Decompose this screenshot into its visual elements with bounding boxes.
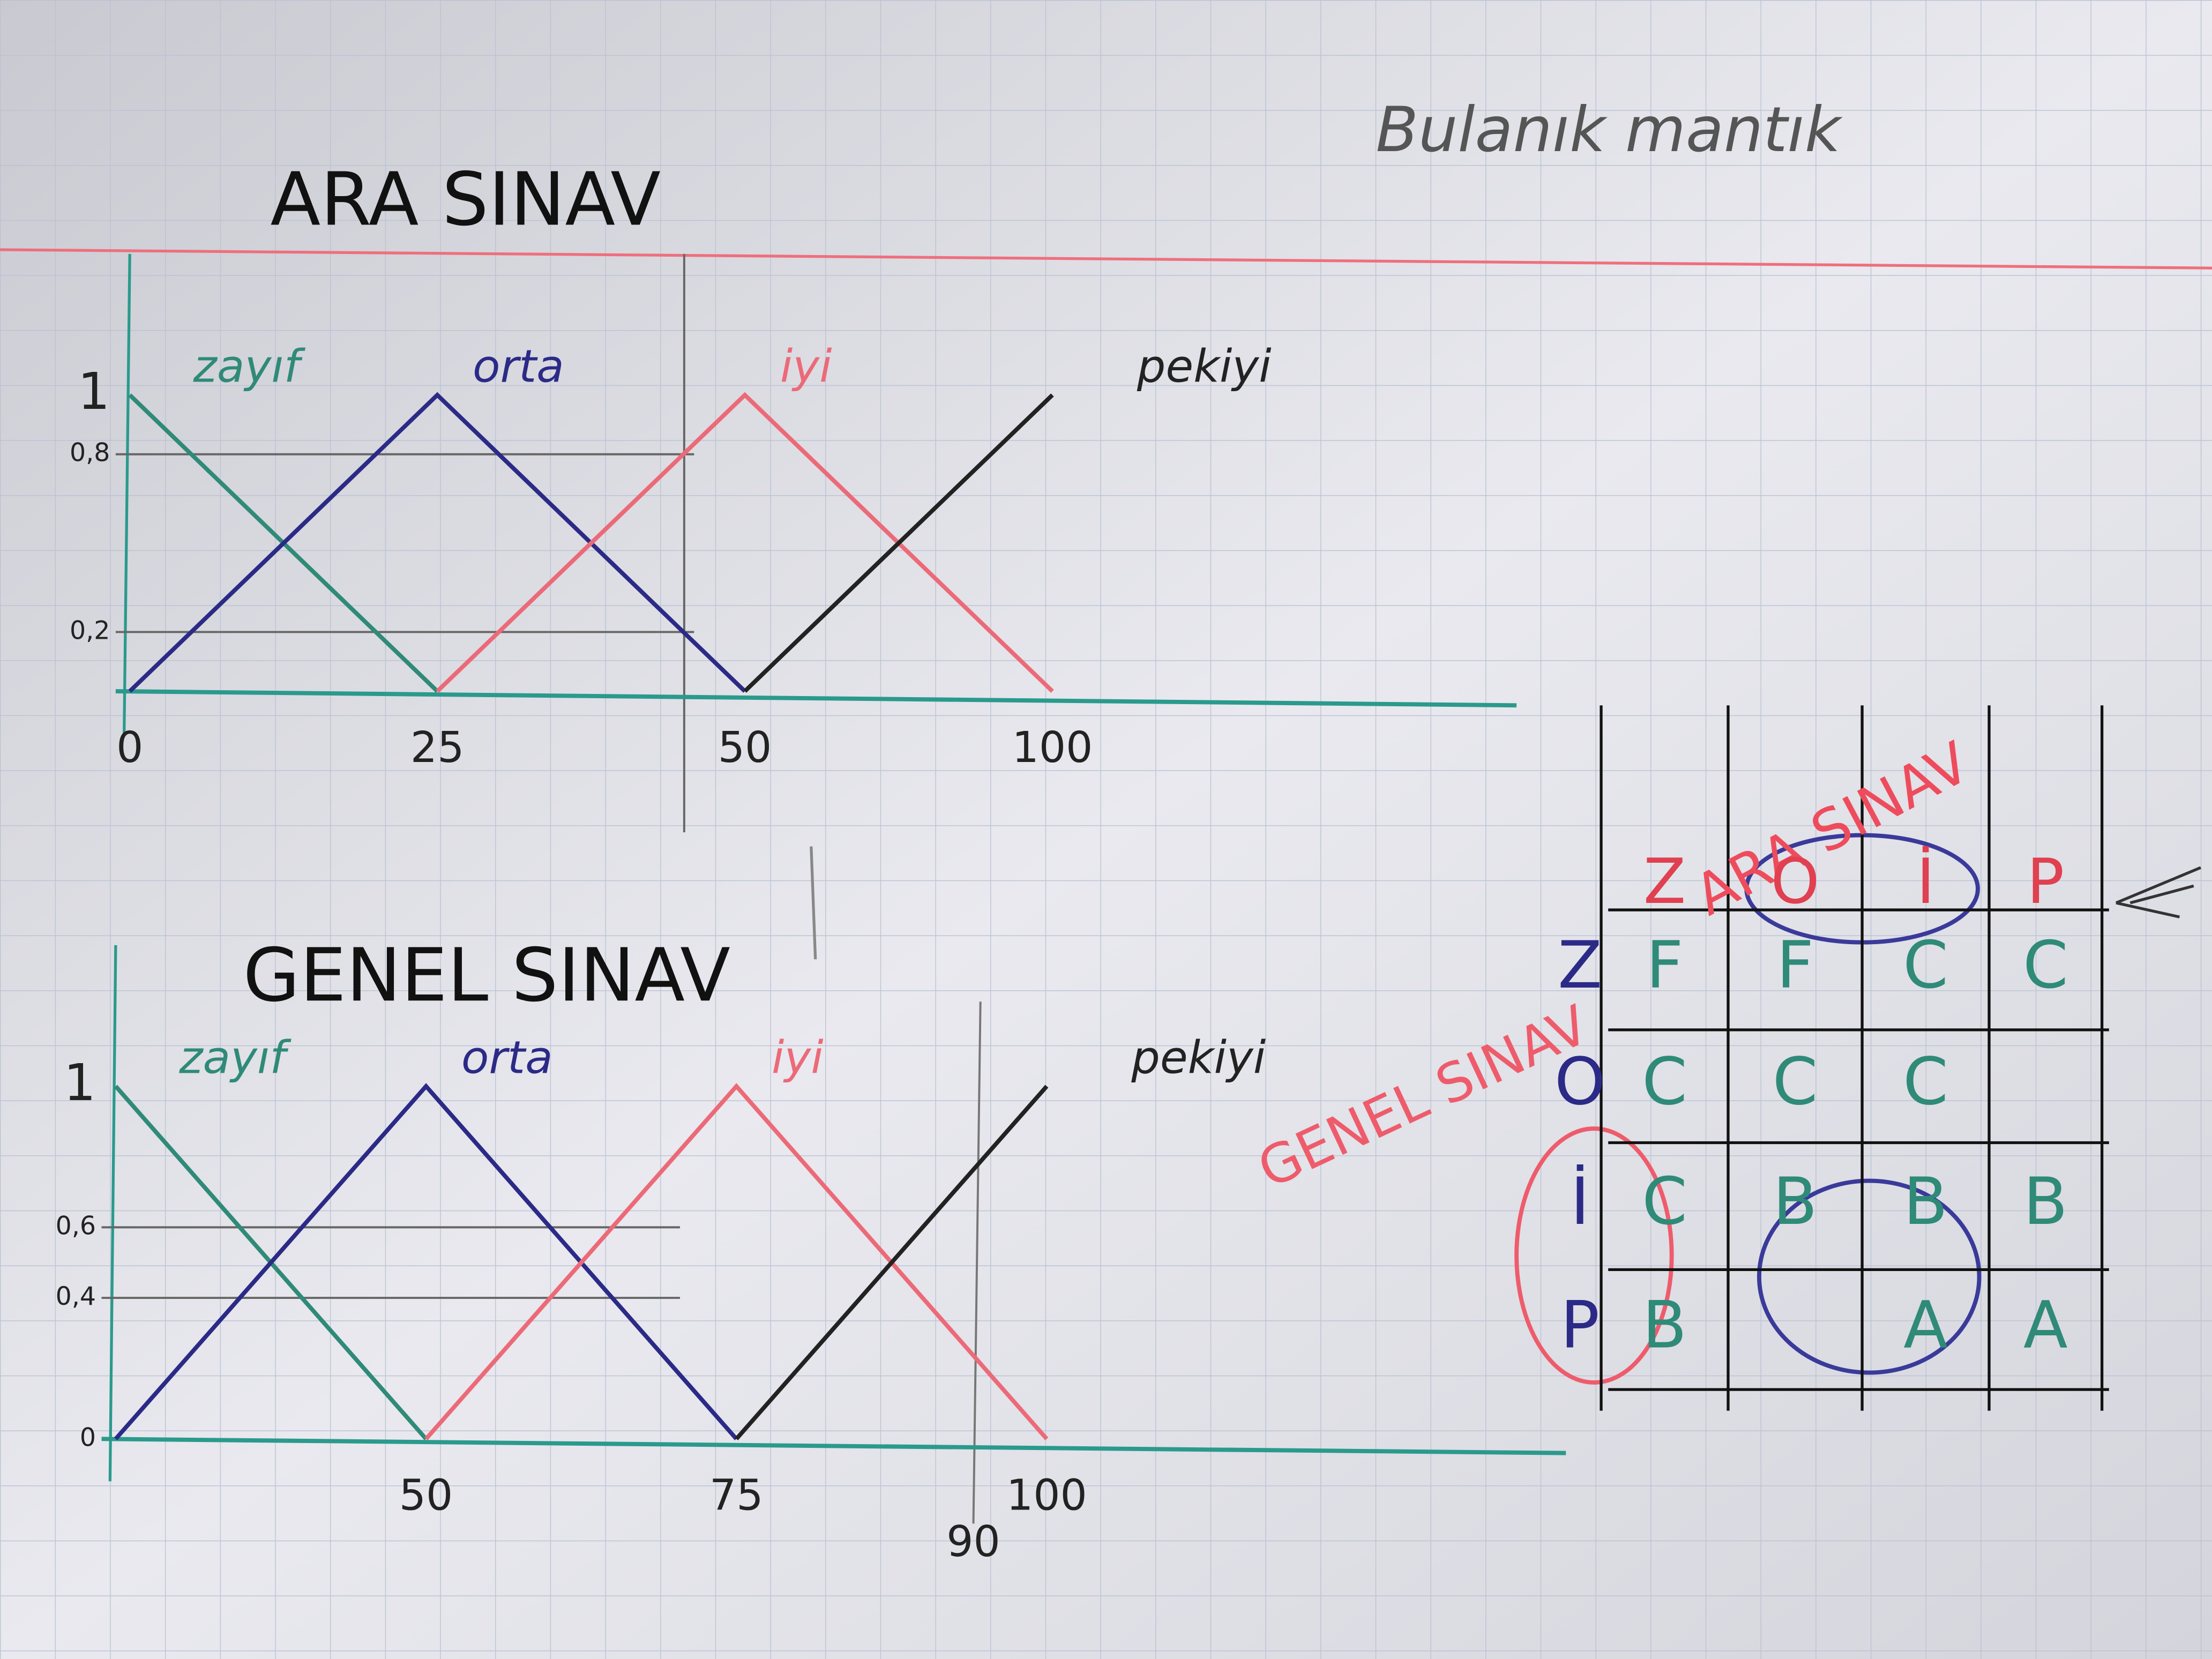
series-label: zayıf: [193, 340, 306, 393]
column-header: P: [2027, 846, 2064, 918]
table-cell: C: [1903, 928, 1948, 1003]
table-cell: B: [1903, 1164, 1948, 1239]
table-cell: C: [1773, 1044, 1818, 1119]
series-line: [128, 392, 746, 693]
x-tick-label: 75: [709, 1470, 764, 1520]
series-label: pekiyi: [1131, 1032, 1266, 1084]
y-tick-label: 0,2: [70, 616, 110, 645]
table-cell: C: [2023, 928, 2068, 1003]
margin-line: [0, 248, 2212, 270]
table-cell: A: [1903, 1287, 1948, 1363]
x-axis: [115, 689, 1517, 708]
x-tick-label: 50: [718, 723, 772, 772]
series-line: [436, 392, 1054, 693]
circle-mark: [1514, 1126, 1674, 1385]
y-tick-label: 0,8: [70, 438, 110, 468]
circle-mark: [1757, 1178, 1982, 1375]
table-cell: B: [1773, 1164, 1818, 1239]
row-header: Z: [1558, 928, 1602, 1003]
row-header: P: [1560, 1287, 1600, 1363]
series-line: [424, 1083, 1049, 1440]
pencil-line: [810, 846, 817, 960]
pencil-line: [972, 1002, 982, 1524]
series-line: [114, 1083, 738, 1440]
table-cell: C: [1642, 1044, 1687, 1119]
series-label: pekiyi: [1137, 340, 1272, 393]
y-tick-label: 1: [64, 1053, 96, 1112]
series-line: [743, 393, 1054, 693]
y-tick-label: 1: [78, 362, 110, 421]
series-line: [735, 1085, 1049, 1440]
table-cell: C: [1903, 1044, 1948, 1119]
x-tick-label: 100: [1006, 1470, 1087, 1520]
column-header: O: [1770, 846, 1819, 918]
y-tick-label: 0,4: [56, 1282, 96, 1311]
chart-title: GENEL SINAV: [243, 933, 730, 1018]
annotation: 90: [946, 1517, 1000, 1566]
series-label: iyi: [780, 340, 832, 393]
table-cell: B: [1642, 1287, 1687, 1363]
row-header: O: [1555, 1044, 1605, 1119]
table-cell: C: [1642, 1164, 1687, 1239]
series-label: zayıf: [178, 1032, 292, 1084]
page-title: Bulanık mantık: [1376, 94, 1843, 166]
table-cell: F: [1646, 928, 1684, 1003]
y-tick-label: 0,6: [56, 1211, 96, 1240]
y-axis: [123, 253, 131, 734]
x-tick-label: 25: [410, 723, 464, 772]
arrow: [2115, 866, 2201, 918]
y-tick-label: 0: [80, 1423, 96, 1452]
y-axis: [108, 945, 117, 1482]
table-cell: A: [2023, 1287, 2068, 1363]
x-tick-label: 100: [1012, 723, 1093, 772]
table-cell: F: [1776, 928, 1814, 1003]
chart-title: ARA SINAV: [271, 157, 661, 242]
column-header: Z: [1643, 846, 1686, 918]
row-header: İ: [1571, 1164, 1590, 1239]
x-axis: [101, 1437, 1566, 1455]
series-label: orta: [473, 340, 564, 393]
column-header: İ: [1916, 846, 1934, 918]
x-tick-label: 50: [399, 1470, 453, 1520]
x-tick-label: 0: [116, 723, 143, 772]
series-label: orta: [461, 1032, 553, 1084]
series-label: iyi: [772, 1032, 824, 1084]
table-cell: B: [2023, 1164, 2068, 1239]
